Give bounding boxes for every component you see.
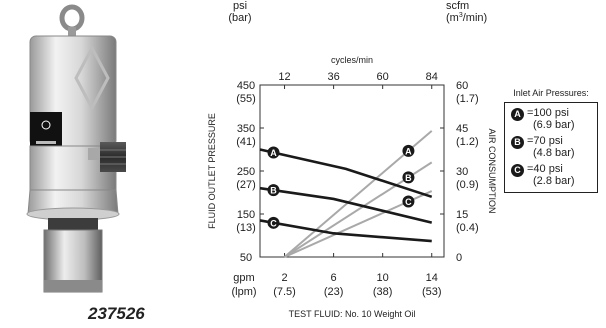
- right-axis-tick-alt: (0.4): [456, 222, 479, 234]
- series-marker-pressure-a-badge: [267, 146, 280, 159]
- right-axis-unit: scfm: [446, 0, 469, 12]
- series-pressure-b: [259, 186, 433, 224]
- top-axis-tick-label: 84: [426, 71, 438, 83]
- legend-marker-b: B: [511, 136, 524, 149]
- left-axis-tick-label: 50: [240, 252, 252, 264]
- left-axis-tick-alt: (55): [236, 93, 256, 105]
- series-marker-pressure-b-badge: [267, 184, 280, 197]
- bottom-axis-tick-alt: (23): [324, 286, 344, 298]
- series-marker-air-b-badge: [402, 171, 415, 184]
- bottom-axis-title: TEST FLUID: No. 10 Weight Oil: [289, 309, 416, 319]
- right-axis-tick-label: 15: [456, 209, 468, 221]
- legend-marker-a: A: [511, 108, 524, 121]
- right-axis-tick-label: 45: [456, 123, 468, 135]
- right-axis-tick-label: 0: [456, 252, 462, 264]
- lifting-ring: [59, 4, 85, 32]
- right-axis-unit-alt: (m3/min): [446, 12, 487, 24]
- legend-entry-b: B =70 psi (4.8 bar): [511, 135, 593, 159]
- legend-bar-c: (2.8 bar): [533, 175, 575, 187]
- legend-psi-c: =40 psi: [527, 163, 563, 175]
- top-axis-tick-label: 36: [327, 71, 339, 83]
- left-axis-tick-alt: (41): [236, 136, 256, 148]
- right-axis-tick-label: 30: [456, 166, 468, 178]
- bottom-axis-tick-label: 2: [281, 272, 287, 284]
- legend-entry-a: A =100 psi (6.9 bar): [511, 107, 593, 131]
- top-axis-tick-label: 12: [278, 71, 290, 83]
- left-axis-title: FLUID OUTLET PRESSURE: [207, 113, 217, 229]
- legend-psi-b: =70 psi: [527, 135, 563, 147]
- series-marker-pressure-a-letter: A: [270, 148, 277, 158]
- legend-bar-b: (4.8 bar): [533, 147, 575, 159]
- bottom-axis-unit-alt: (lpm): [231, 286, 256, 298]
- chart-legend: Inlet Air Pressures: A =100 psi (6.9 bar…: [504, 88, 598, 193]
- left-axis-tick-alt: (13): [236, 222, 256, 234]
- left-axis-tick-label: 150: [237, 209, 255, 221]
- right-axis-tick-label: 60: [456, 80, 468, 92]
- left-axis-unit: psi: [233, 0, 247, 12]
- part-number: 237526: [88, 304, 145, 323]
- series-pressure-a: [259, 148, 433, 199]
- legend-marker-c: C: [511, 164, 524, 177]
- series-marker-air-a-badge: [402, 144, 415, 157]
- bottom-axis-tick-label: 10: [377, 272, 389, 284]
- bottom-axis-unit: gpm: [233, 272, 254, 284]
- bottom-axis-tick-alt: (38): [373, 286, 393, 298]
- left-axis-tick-label: 450: [237, 80, 255, 92]
- series-marker-pressure-b-letter: B: [270, 186, 277, 196]
- legend-psi-a: =100 psi: [527, 107, 569, 119]
- series-pressure-c: [259, 219, 432, 243]
- left-axis-unit-alt: (bar): [228, 12, 251, 24]
- right-axis-tick-alt: (0.9): [456, 179, 479, 191]
- series-marker-pressure-c-letter: C: [270, 218, 277, 228]
- bottom-axis-tick-alt: (7.5): [273, 286, 296, 298]
- right-axis-title: AIR CONSUMPTION: [487, 128, 496, 213]
- left-axis-tick-alt: (27): [236, 179, 256, 191]
- series-marker-air-b-letter: B: [405, 173, 412, 183]
- series-marker-air-c-letter: C: [405, 197, 412, 207]
- legend-bar-a: (6.9 bar): [533, 119, 575, 131]
- legend-entry-c: C =40 psi (2.8 bar): [511, 163, 593, 187]
- series-marker-pressure-c-badge: [267, 216, 280, 229]
- bottom-axis-tick-label: 6: [331, 272, 337, 284]
- bottom-axis-tick-alt: (53): [422, 286, 442, 298]
- legend-box: A =100 psi (6.9 bar) B =70 psi (4.8 bar)…: [504, 102, 598, 193]
- performance-chart: psi(bar)450(55)350(41)250(27)150(13)50FL…: [207, 0, 496, 319]
- pump-photo: [26, 4, 126, 293]
- series-marker-air-c-badge: [402, 195, 415, 208]
- right-axis-tick-alt: (1.7): [456, 93, 479, 105]
- top-axis-tick-label: 60: [377, 71, 389, 83]
- bottom-axis-tick-label: 14: [426, 272, 438, 284]
- top-axis-title: cycles/min: [331, 55, 373, 65]
- left-axis-tick-label: 350: [237, 123, 255, 135]
- legend-title: Inlet Air Pressures:: [513, 88, 589, 98]
- right-axis-tick-alt: (1.2): [456, 136, 479, 148]
- left-axis-tick-label: 250: [237, 166, 255, 178]
- series-marker-air-a-letter: A: [405, 146, 412, 156]
